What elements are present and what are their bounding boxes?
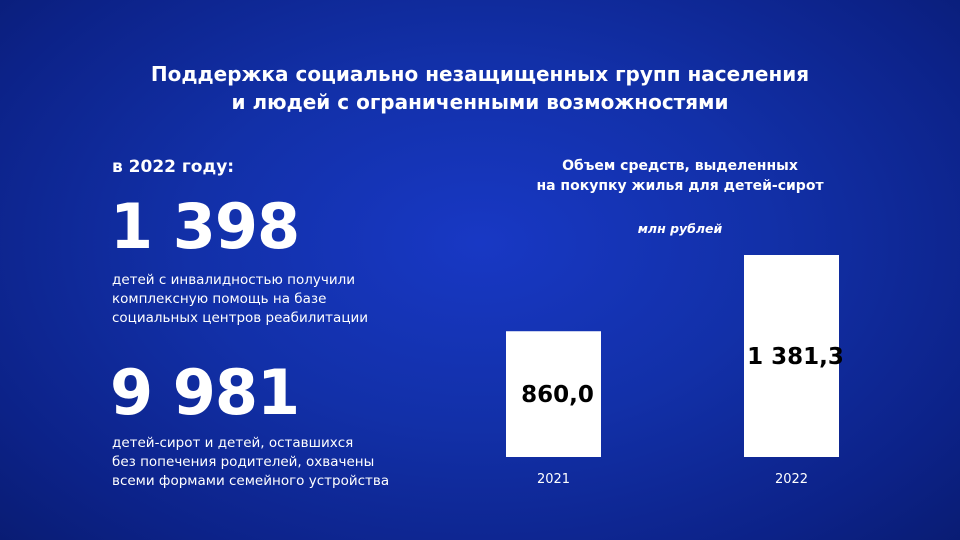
desc-line: детей с инвалидностью получили: [112, 272, 355, 288]
stat-value-orphans: 9 981: [110, 356, 300, 429]
desc-line: детей-сирот и детей, оставшихся: [112, 435, 354, 451]
desc-line: социальных центров реабилитации: [112, 310, 369, 326]
desc-line: комплексную помощь на базе: [112, 291, 327, 307]
stat-description-orphans: детей-сирот и детей, оставшихся без попе…: [112, 434, 389, 491]
page-title: Поддержка социально незащищенных групп н…: [0, 60, 960, 116]
desc-line: без попечения родителей, охвачены: [112, 454, 375, 470]
chart-title-line: Объем средств, выделенных: [562, 158, 798, 174]
stat-value-disabled-children: 1 398: [110, 190, 300, 263]
title-line-1: Поддержка социально незащищенных групп н…: [150, 62, 810, 86]
bar-2022: [744, 255, 839, 457]
desc-line: всеми формами семейного устройства: [112, 473, 390, 489]
data-label-2022: 1 381,3: [747, 344, 844, 370]
x-tick-label: 2021: [537, 472, 570, 487]
chart-title: Объем средств, выделенных на покупку жил…: [480, 156, 880, 196]
year-label: в 2022 году:: [112, 157, 235, 177]
bar-2021: [506, 331, 601, 457]
stat-description-disabled-children: детей с инвалидностью получили комплексн…: [112, 271, 368, 328]
chart-unit: млн рублей: [637, 221, 723, 236]
chart-title-line: на покупку жилья для детей-сирот: [536, 178, 824, 194]
x-tick-label: 2022: [775, 472, 808, 487]
data-label-2021: 860,0: [521, 382, 594, 408]
title-line-2: и людей с ограниченными возможностями: [231, 90, 729, 114]
